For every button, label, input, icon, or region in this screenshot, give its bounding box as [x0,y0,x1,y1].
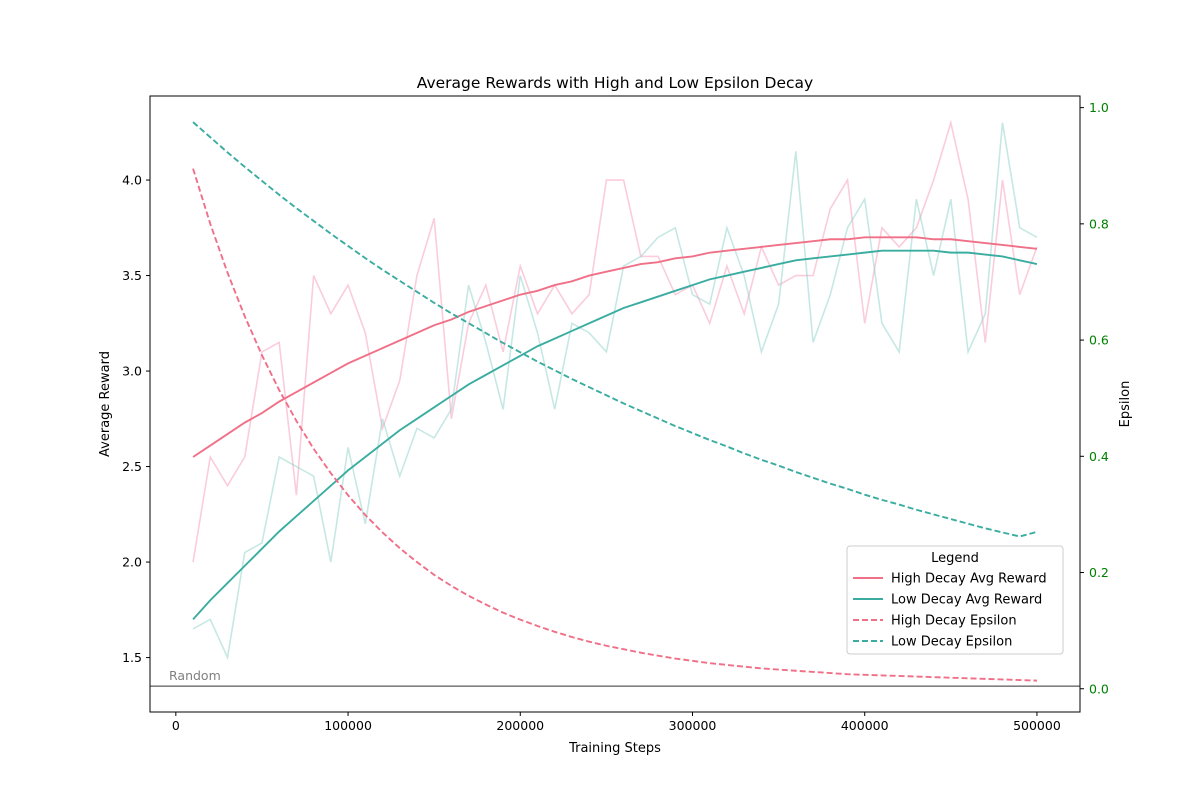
legend-box [846,545,1064,655]
chart-title: Average Rewards with High and Low Epsilo… [417,74,813,92]
x-tick-label: 500000 [1013,718,1061,733]
y-axis-right: 0.0 0.2 0.4 0.6 0.8 1.0 [1080,100,1109,696]
legend-label-high_eps: High Decay Epsilon [891,614,1017,629]
baseline-label: Random [169,668,221,683]
y-tick-label: 2.0 [122,555,142,570]
legend-title: Legend [931,551,979,566]
legend-items: High Decay Avg Reward Low Decay Avg Rewar… [853,572,1047,650]
legend-label-low_avg: Low Decay Avg Reward [891,593,1042,608]
y-tick-label: 2.5 [122,459,142,474]
legend: Legend High Decay Avg Reward Low Decay Av… [846,545,1064,655]
y2-tick-label: 0.6 [1089,333,1109,348]
series-high_eps [192,168,1037,682]
plot-frame [149,95,1081,713]
y2-axis-title: Epsilon [1118,381,1133,428]
x-tick-label: 0 [172,718,180,733]
x-tick-label: 100000 [324,718,372,733]
series-low_avg [192,249,1038,620]
x-axis-title: Training Steps [568,741,661,756]
x-tick-label: 200000 [496,718,544,733]
y-axis-left: 1.5 2.0 2.5 3.0 3.5 4.0 [122,173,150,665]
y2-tick-label: 0.8 [1089,216,1109,231]
legend-label-high_avg: High Decay Avg Reward [891,572,1047,587]
x-axis: 0 100000 200000 300000 400000 500000 [172,712,1061,733]
y2-tick-label: 0.2 [1089,565,1109,580]
y-tick-label: 3.5 [122,268,142,283]
legend-label-low_eps: Low Decay Epsilon [891,635,1012,650]
x-tick-label: 400000 [841,718,889,733]
x-tick-label: 300000 [669,718,717,733]
y-tick-label: 3.0 [122,364,142,379]
series-low_eps [192,121,1038,538]
y2-tick-label: 1.0 [1089,100,1109,115]
series-high_avg [192,236,1038,458]
series-low_raw [192,122,1038,661]
series-high_raw [192,119,1038,563]
y2-tick-label: 0.0 [1089,681,1109,696]
plot-area: Random [150,119,1080,688]
y-tick-label: 1.5 [122,650,142,665]
y-tick-label: 4.0 [122,173,142,188]
y-axis-title: Average Reward [98,351,113,457]
y2-tick-label: 0.4 [1089,449,1109,464]
